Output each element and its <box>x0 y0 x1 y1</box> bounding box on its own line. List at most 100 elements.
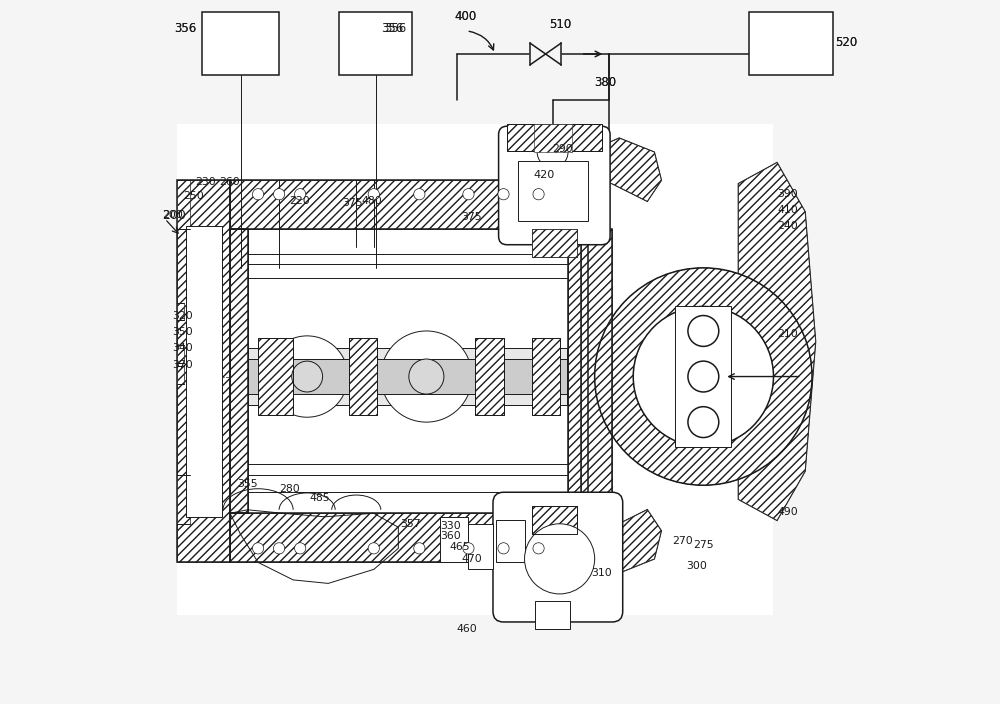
Bar <box>230 513 588 562</box>
Circle shape <box>498 189 509 200</box>
Bar <box>202 12 279 75</box>
Text: 420: 420 <box>534 170 555 180</box>
Text: 356: 356 <box>174 22 196 34</box>
Bar <box>496 520 525 562</box>
Circle shape <box>295 543 306 554</box>
Circle shape <box>368 543 379 554</box>
Circle shape <box>252 543 264 554</box>
Circle shape <box>274 543 285 554</box>
Bar <box>675 306 731 446</box>
Circle shape <box>414 189 425 200</box>
Text: 460: 460 <box>457 624 477 634</box>
Circle shape <box>498 543 509 554</box>
Bar <box>507 124 602 151</box>
Text: 465: 465 <box>450 542 470 552</box>
Circle shape <box>688 407 719 438</box>
Bar <box>475 338 504 415</box>
Circle shape <box>414 543 425 554</box>
Text: 410: 410 <box>777 206 798 215</box>
Bar <box>532 230 577 258</box>
Bar <box>177 180 230 562</box>
Circle shape <box>533 189 544 200</box>
Text: 220: 220 <box>290 196 310 206</box>
Bar <box>248 359 567 394</box>
Bar <box>177 345 184 363</box>
Text: 210: 210 <box>777 329 798 339</box>
Circle shape <box>525 524 595 594</box>
Wedge shape <box>595 268 812 485</box>
Circle shape <box>688 361 719 392</box>
Circle shape <box>533 543 544 554</box>
Circle shape <box>274 189 285 200</box>
Bar <box>532 338 560 415</box>
Circle shape <box>409 359 444 394</box>
Text: 360: 360 <box>440 531 461 541</box>
Bar <box>258 338 293 415</box>
Bar <box>230 230 248 513</box>
Text: 375: 375 <box>342 199 363 208</box>
Bar <box>440 517 468 562</box>
Circle shape <box>463 543 474 554</box>
Polygon shape <box>567 510 661 573</box>
Circle shape <box>368 189 379 200</box>
Text: 300: 300 <box>686 561 707 571</box>
Text: 400: 400 <box>454 11 477 23</box>
Circle shape <box>381 331 472 422</box>
Text: 330: 330 <box>440 521 461 531</box>
Circle shape <box>295 189 306 200</box>
Bar <box>230 180 588 230</box>
Circle shape <box>292 361 323 392</box>
Text: 380: 380 <box>595 75 617 89</box>
Bar <box>177 180 230 562</box>
Bar <box>177 366 184 384</box>
Text: 510: 510 <box>549 18 571 31</box>
Text: 260: 260 <box>220 177 240 187</box>
Bar <box>532 338 560 415</box>
Bar <box>568 230 588 513</box>
Bar <box>468 524 493 570</box>
Text: 350: 350 <box>172 327 193 337</box>
Polygon shape <box>567 138 661 201</box>
Text: 280: 280 <box>279 484 300 494</box>
Bar <box>339 12 412 75</box>
Bar <box>749 12 833 75</box>
Text: 400: 400 <box>454 11 477 23</box>
Bar <box>581 230 612 513</box>
Text: 520: 520 <box>835 36 857 49</box>
Text: 310: 310 <box>591 568 612 578</box>
Bar <box>349 338 377 415</box>
Circle shape <box>463 189 474 200</box>
Polygon shape <box>567 138 661 201</box>
Text: 270: 270 <box>672 536 693 546</box>
Text: 485: 485 <box>309 493 330 503</box>
Text: 375: 375 <box>461 213 482 222</box>
Bar <box>534 124 572 152</box>
Text: 240: 240 <box>777 221 798 231</box>
Bar <box>186 226 222 517</box>
Bar <box>248 348 567 405</box>
Bar <box>581 230 612 513</box>
Circle shape <box>537 137 568 168</box>
Bar <box>258 338 293 415</box>
Text: 380: 380 <box>595 75 617 89</box>
Bar <box>507 124 602 151</box>
Polygon shape <box>738 163 816 520</box>
Text: 356: 356 <box>174 22 196 34</box>
FancyBboxPatch shape <box>493 492 623 622</box>
Text: 275: 275 <box>693 540 713 550</box>
Bar <box>518 161 588 221</box>
Circle shape <box>633 306 773 446</box>
Text: 480: 480 <box>361 196 382 206</box>
Text: 520: 520 <box>835 36 857 49</box>
Polygon shape <box>738 163 816 520</box>
Bar <box>230 513 588 562</box>
FancyBboxPatch shape <box>499 126 610 245</box>
Text: 356: 356 <box>381 22 403 34</box>
Circle shape <box>252 189 264 200</box>
Polygon shape <box>567 510 661 573</box>
Bar <box>568 230 588 513</box>
Bar <box>532 230 577 258</box>
Text: 250: 250 <box>183 191 204 201</box>
Bar <box>230 180 588 230</box>
Text: 320: 320 <box>172 310 193 320</box>
